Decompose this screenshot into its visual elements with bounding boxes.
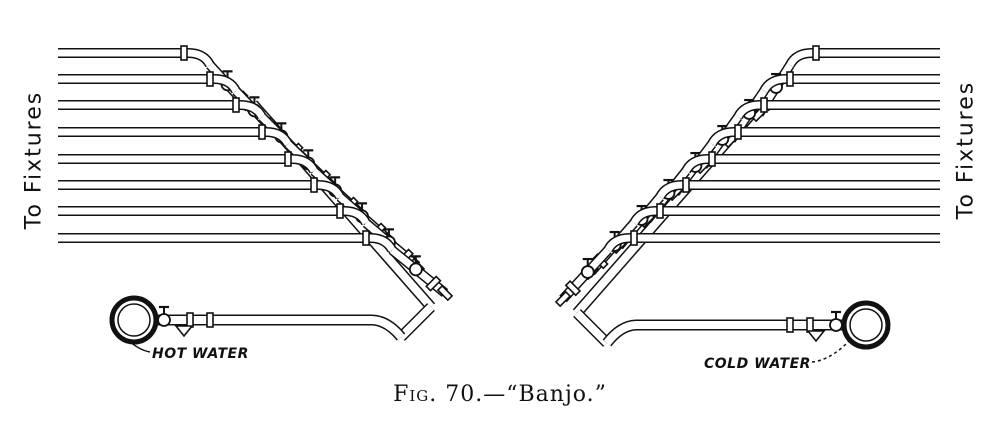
hot-water-label: HOT WATER	[152, 346, 249, 362]
union-fitting-7	[336, 203, 344, 219]
header-tee-8	[554, 290, 572, 308]
to-fixtures-label-left: To Fixtures	[21, 90, 47, 230]
supply-union-2	[806, 317, 814, 333]
to-fixtures-label-right: To Fixtures	[953, 80, 979, 220]
supply-union-2	[186, 312, 194, 328]
union-fitting-8	[630, 230, 638, 246]
union-fitting-2	[206, 71, 214, 87]
supply-union-1	[206, 312, 214, 328]
caption-number: 70.	[445, 382, 484, 407]
elbow-bore-1	[786, 49, 813, 67]
valve-icon-8-body	[408, 262, 423, 277]
elbow-bore-8	[604, 234, 631, 252]
drain-cock-icon	[174, 325, 194, 338]
union-fitting-6	[682, 177, 690, 193]
hot-water-manifold	[58, 45, 454, 353]
elbow-bore-7	[630, 207, 657, 225]
union-fitting-1	[812, 45, 820, 61]
elbow-bore-6	[317, 181, 344, 199]
elbow-bore-3	[734, 101, 761, 119]
union-fitting-6	[310, 177, 318, 193]
elbow-bore-5	[682, 155, 709, 173]
coupling-fitting-8	[564, 280, 582, 297]
tank-inner	[117, 303, 151, 337]
union-fitting-5	[708, 151, 716, 167]
header-pipe-lower-bore	[398, 304, 434, 340]
union-fitting-5	[284, 151, 292, 167]
elbow-bore-7	[343, 207, 370, 225]
main-valve-icon-body	[829, 318, 843, 332]
union-fitting-3	[232, 97, 240, 113]
elbow-bore-4	[708, 128, 735, 146]
union-fitting-4	[258, 124, 266, 140]
elbow-bore-3	[239, 101, 266, 119]
union-fitting-3	[760, 97, 768, 113]
leader-arrow	[127, 339, 151, 353]
union-fitting-4	[734, 124, 742, 140]
drain-cock-icon	[806, 330, 826, 343]
elbow-bore-2	[213, 75, 240, 93]
union-fitting-7	[656, 203, 664, 219]
supply-union-1	[786, 317, 794, 333]
main-valve-icon-body	[157, 313, 171, 327]
union-fitting-2	[786, 71, 794, 87]
tank-inner	[849, 308, 883, 342]
header-tee-8	[436, 284, 454, 302]
elbow-bore-4	[265, 128, 292, 146]
leader-arrow	[811, 339, 851, 363]
elbow-bore-6	[656, 181, 683, 199]
elbow-bore-1	[187, 49, 214, 67]
supply-elbow-bore	[603, 321, 638, 346]
elbow-bore-8	[369, 234, 396, 252]
caption-title: “Banjo.”	[506, 382, 607, 407]
elbow-bore-5	[291, 155, 318, 173]
caption-dash: —	[483, 382, 507, 407]
elbow-bore-2	[760, 75, 787, 93]
valve-icon-8-body	[580, 265, 595, 279]
union-fitting-8	[362, 230, 370, 246]
cold-water-manifold	[554, 45, 940, 363]
header-pipe-lower-bore	[574, 310, 610, 346]
figure-caption: Fig. 70.—“Banjo.”	[0, 382, 1000, 407]
union-fitting-1	[180, 45, 188, 61]
supply-elbow-bore	[370, 316, 405, 340]
cold-water-label: COLD WATER	[704, 356, 811, 372]
caption-fig: Fig.	[393, 382, 438, 407]
coupling-fitting-8	[425, 275, 442, 292]
